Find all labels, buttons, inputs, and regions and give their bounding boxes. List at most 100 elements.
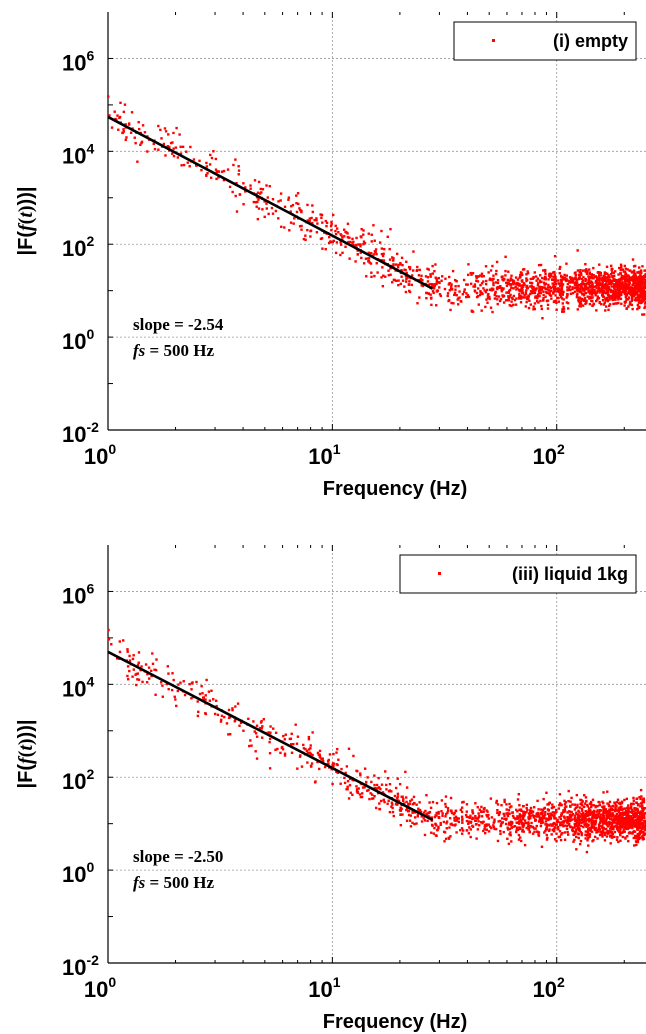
data-point xyxy=(573,803,577,806)
data-point xyxy=(538,285,541,288)
data-point xyxy=(450,283,453,286)
data-point xyxy=(637,822,641,825)
data-point xyxy=(624,807,627,810)
data-point xyxy=(585,850,589,854)
data-point xyxy=(134,673,137,676)
data-point xyxy=(279,751,282,755)
data-point xyxy=(418,268,421,272)
data-point xyxy=(637,811,640,814)
data-point xyxy=(615,801,619,804)
data-point xyxy=(517,820,521,823)
data-point xyxy=(538,818,541,821)
data-point xyxy=(340,767,343,771)
data-point xyxy=(407,283,411,286)
data-point xyxy=(544,813,547,816)
data-point xyxy=(330,220,333,224)
data-point xyxy=(207,690,211,693)
data-point xyxy=(375,787,378,790)
data-point xyxy=(644,278,646,282)
data-point xyxy=(451,269,455,273)
data-point xyxy=(575,848,578,851)
data-point xyxy=(125,136,128,139)
data-point xyxy=(560,282,563,285)
data-point xyxy=(500,821,504,824)
data-point xyxy=(629,820,633,823)
data-point xyxy=(289,221,293,224)
data-point xyxy=(546,286,550,289)
data-point xyxy=(568,285,572,288)
data-point xyxy=(620,815,624,819)
data-point xyxy=(234,158,237,161)
data-point xyxy=(483,806,486,810)
data-point xyxy=(390,805,393,808)
data-point xyxy=(590,803,593,807)
data-point xyxy=(427,268,430,271)
data-point xyxy=(547,278,550,281)
data-point xyxy=(374,250,377,254)
data-point xyxy=(371,793,374,796)
data-point xyxy=(360,795,364,799)
data-point xyxy=(526,286,529,290)
data-point xyxy=(618,278,621,281)
data-point xyxy=(139,143,142,147)
data-point xyxy=(236,702,240,705)
data-point xyxy=(204,694,207,697)
data-point xyxy=(521,825,525,828)
data-point xyxy=(619,817,622,820)
data-point xyxy=(238,724,241,727)
data-point xyxy=(255,724,259,727)
data-point xyxy=(565,274,568,277)
data-point xyxy=(370,780,373,784)
data-point xyxy=(477,303,480,306)
data-point xyxy=(171,141,174,144)
data-point xyxy=(561,302,564,305)
data-point xyxy=(349,791,352,794)
data-point xyxy=(529,809,532,812)
data-point xyxy=(587,823,590,826)
data-point xyxy=(517,833,521,837)
data-point xyxy=(262,718,266,721)
data-point xyxy=(634,284,637,288)
data-point xyxy=(330,768,333,771)
data-point xyxy=(260,191,263,194)
data-point xyxy=(551,811,555,814)
data-point xyxy=(171,152,174,155)
data-point xyxy=(523,813,526,816)
data-point xyxy=(611,267,614,271)
data-point xyxy=(439,821,442,825)
data-point xyxy=(392,263,395,266)
data-point xyxy=(162,142,166,146)
data-point xyxy=(545,299,549,303)
data-point xyxy=(474,816,477,820)
data-point xyxy=(598,283,602,287)
data-point xyxy=(418,296,421,299)
data-point xyxy=(552,300,556,304)
data-point xyxy=(359,235,362,238)
data-point xyxy=(548,272,551,276)
data-point xyxy=(435,801,439,805)
data-point xyxy=(508,802,511,806)
data-point xyxy=(462,800,465,804)
data-point xyxy=(478,293,482,297)
data-point xyxy=(519,275,522,279)
data-point xyxy=(560,287,564,291)
data-point xyxy=(644,275,646,279)
data-point xyxy=(465,810,469,813)
data-point xyxy=(560,814,563,817)
data-point xyxy=(395,279,398,283)
data-point xyxy=(461,818,464,822)
data-point xyxy=(532,806,536,809)
data-point xyxy=(519,818,522,821)
data-point xyxy=(432,832,436,835)
data-point xyxy=(153,147,157,151)
data-point xyxy=(334,224,337,228)
data-point xyxy=(292,222,295,225)
legend-marker xyxy=(492,39,495,42)
data-point xyxy=(153,668,156,671)
data-point xyxy=(409,814,413,817)
data-point xyxy=(570,796,573,800)
data-point xyxy=(624,287,627,291)
data-point xyxy=(137,651,141,654)
data-point xyxy=(604,305,608,308)
